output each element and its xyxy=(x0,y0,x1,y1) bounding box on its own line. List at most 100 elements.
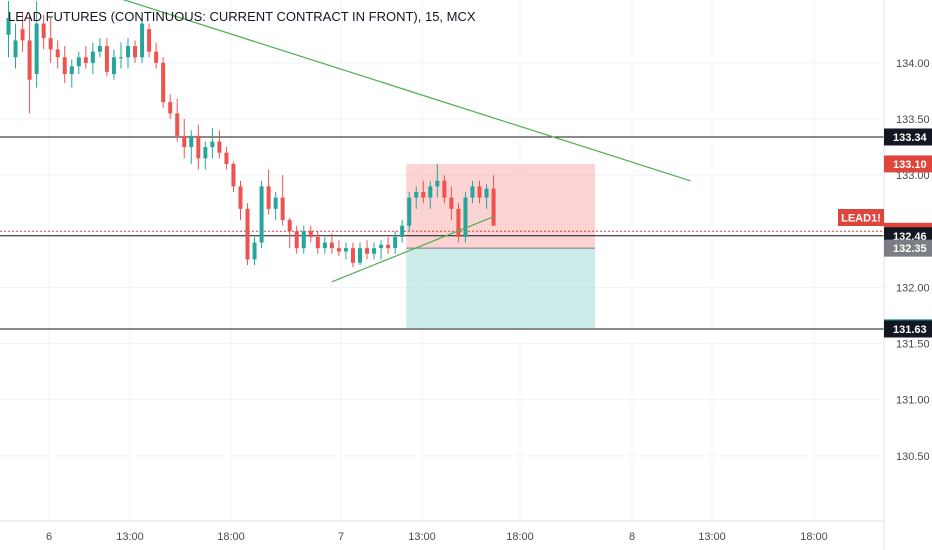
candle xyxy=(182,119,187,159)
candle xyxy=(273,192,278,221)
candle-body xyxy=(168,102,173,114)
candle xyxy=(350,242,355,268)
candle-body xyxy=(161,62,166,103)
position-zones[interactable] xyxy=(406,163,595,328)
candle xyxy=(463,192,468,243)
candle xyxy=(421,180,426,204)
candle-body xyxy=(287,220,292,232)
x-tick-label: 18:00 xyxy=(506,531,534,543)
candle-body xyxy=(238,186,243,209)
take-profit-zone[interactable] xyxy=(406,248,595,328)
candle xyxy=(365,240,370,260)
candle-body xyxy=(6,17,11,35)
price-tag-label: 133.34 xyxy=(893,132,928,144)
price-tag: 133.10 xyxy=(884,155,932,173)
time-axis[interactable]: 6 13:00 18:00 7 13:00 18:00 8 13:00 18:00 xyxy=(0,520,884,543)
candle-body xyxy=(118,57,123,59)
candle xyxy=(456,203,461,243)
candle xyxy=(76,51,81,75)
price-tags: 133.34133.10132.50132.46132.35131.64131.… xyxy=(884,128,932,338)
candle xyxy=(62,46,67,84)
candle xyxy=(308,225,313,243)
candle-body xyxy=(414,192,419,198)
candle xyxy=(126,38,131,69)
candle-body xyxy=(196,135,201,159)
candle xyxy=(336,240,341,257)
candle xyxy=(322,236,327,254)
candle xyxy=(224,147,229,170)
candle xyxy=(343,242,348,260)
candle-body xyxy=(41,23,46,39)
candle xyxy=(161,57,166,108)
trendline[interactable] xyxy=(331,216,494,283)
candle-body xyxy=(358,248,362,263)
symbol-tag-bg xyxy=(838,209,884,226)
candle-body xyxy=(48,38,53,50)
candle xyxy=(435,163,440,198)
price-tag: 132.35 xyxy=(884,239,932,257)
candle-body xyxy=(336,248,341,252)
candle-body xyxy=(104,46,109,72)
trendline[interactable] xyxy=(100,0,691,182)
candle xyxy=(266,169,271,215)
candle-body xyxy=(189,135,194,148)
price-tag-bg xyxy=(884,320,932,338)
candle xyxy=(470,180,475,204)
candle-body xyxy=(76,57,81,67)
candle-body xyxy=(126,46,131,58)
candle-body xyxy=(55,49,60,58)
candle xyxy=(90,42,95,75)
candle-body xyxy=(400,225,405,237)
candle xyxy=(104,38,109,77)
horizontal-lines[interactable] xyxy=(0,136,884,330)
candle xyxy=(231,161,236,193)
candle-body xyxy=(393,236,398,249)
candle-body xyxy=(245,208,250,260)
candle xyxy=(386,236,391,254)
candle xyxy=(449,186,454,221)
candle xyxy=(477,180,482,204)
candle xyxy=(358,242,362,265)
candle xyxy=(217,130,222,159)
x-tick-label: 13:00 xyxy=(698,531,726,543)
candle-body xyxy=(329,242,334,249)
candle-body xyxy=(442,180,447,198)
candle xyxy=(259,180,264,249)
candle xyxy=(280,175,285,226)
candle xyxy=(203,141,208,170)
candle xyxy=(20,12,25,52)
candle-body xyxy=(259,186,264,243)
price-tag-label: 133.10 xyxy=(893,159,927,171)
price-tag-label: 131.63 xyxy=(893,324,927,336)
symbol-tag: LEAD1! xyxy=(838,209,884,226)
candle xyxy=(428,180,433,209)
x-tick-label: 13:00 xyxy=(408,531,436,543)
candle-body xyxy=(379,244,384,249)
candle xyxy=(168,94,173,120)
candle-body xyxy=(463,197,468,237)
candle xyxy=(245,203,250,265)
candle-body xyxy=(20,29,25,41)
candle-body xyxy=(273,197,278,209)
price-tag: 131.63 xyxy=(884,320,932,338)
candle-body xyxy=(224,152,229,164)
candle xyxy=(238,180,243,221)
candle-body xyxy=(435,180,440,187)
candle-body xyxy=(491,188,496,226)
candle-body xyxy=(343,248,348,252)
candle-body xyxy=(133,46,138,58)
price-axis[interactable]: 130.50131.00131.50132.00132.50133.00133.… xyxy=(883,0,930,550)
candle-body xyxy=(477,186,482,198)
candle-body xyxy=(154,51,159,63)
candle xyxy=(407,192,412,232)
candle-body xyxy=(470,186,475,198)
candle xyxy=(147,23,152,58)
candle-body xyxy=(484,188,489,198)
candle-body xyxy=(421,192,426,198)
candle-body xyxy=(350,248,355,263)
x-tick-label: 18:00 xyxy=(217,531,245,543)
candle-body xyxy=(140,23,145,58)
candle xyxy=(133,40,138,63)
trendlines[interactable] xyxy=(100,0,691,283)
